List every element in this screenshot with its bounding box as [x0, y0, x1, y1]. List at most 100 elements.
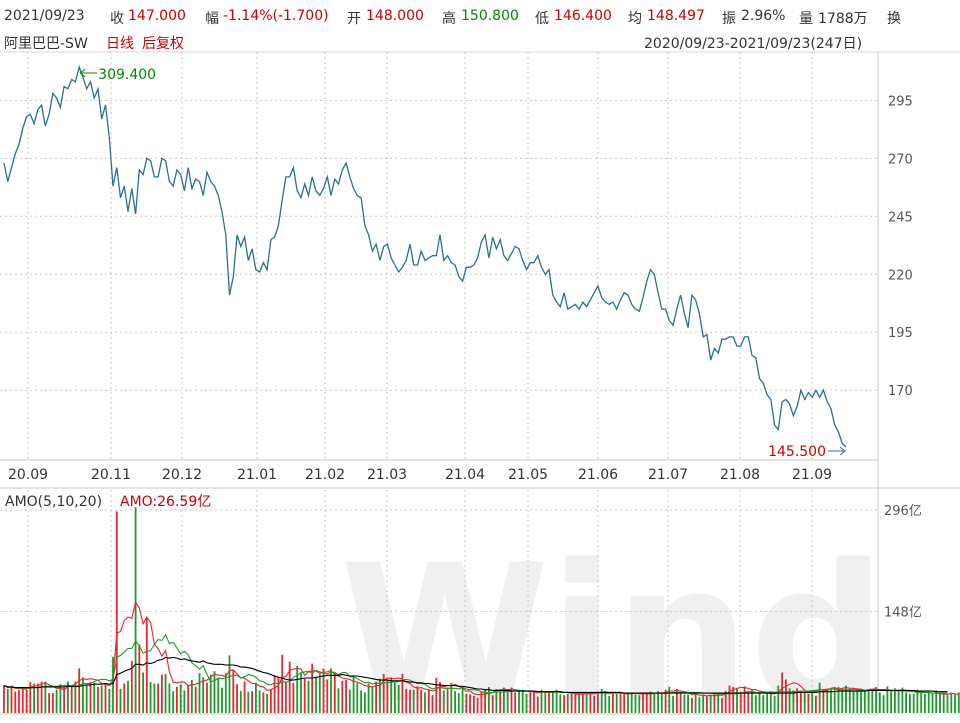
amo-bar — [709, 695, 712, 713]
amo-bar — [518, 691, 520, 713]
amo-bar — [213, 671, 216, 713]
amo-ma-line — [3, 633, 948, 695]
period-label[interactable]: 日线 — [106, 36, 134, 52]
amo-current-value: AMO:26.59亿 — [120, 494, 211, 510]
amo-bar — [837, 686, 840, 713]
high-value: 150.800 — [461, 8, 519, 24]
amo-bar — [217, 678, 220, 713]
amo-bar — [521, 691, 524, 713]
amo-bar — [826, 689, 829, 713]
amo-legend: AMO(5,10,20) AMO:26.59亿 — [5, 494, 211, 510]
amo-bar — [281, 654, 284, 713]
amp-label: 振 — [722, 11, 736, 27]
amo-bar — [792, 690, 795, 713]
amo-y-tick: 148亿 — [884, 606, 922, 621]
amo-bar — [724, 691, 727, 713]
amo-bar — [115, 511, 118, 713]
amo-bar — [664, 689, 667, 713]
amo-bar — [390, 677, 393, 713]
amo-bar — [67, 681, 69, 713]
amo-grid — [0, 490, 878, 714]
amo-bar — [894, 688, 896, 713]
vol-value: 1788万 — [818, 11, 868, 27]
adjust-label[interactable]: 后复权 — [142, 36, 184, 52]
amo-bar — [604, 691, 607, 713]
amo-bar — [450, 682, 453, 713]
close-label: 收 — [110, 11, 124, 27]
amo-bar — [886, 686, 889, 713]
amo-bar — [70, 686, 73, 713]
amo-y-tick: 296亿 — [884, 504, 922, 519]
amo-bar — [736, 689, 738, 713]
amo-bar — [206, 682, 208, 713]
avg-label: 均 — [628, 11, 642, 27]
amo-bar — [40, 681, 43, 713]
amo-bar — [807, 693, 810, 713]
amo-bar — [29, 682, 32, 713]
amo-bar — [104, 683, 107, 713]
amo-bar — [100, 685, 103, 713]
amo-bar — [751, 689, 753, 713]
amo-bar — [119, 689, 122, 713]
chart-header: 阿里巴巴-SW 日线 后复权 2020/09/23-2021/09/23(247… — [0, 30, 960, 52]
price-x-tick: 20.09 — [8, 467, 48, 483]
amo-bar — [89, 682, 92, 713]
amp-value: 2.96% — [741, 8, 786, 24]
amo-bar — [172, 691, 175, 713]
amo-bar — [833, 687, 836, 713]
amo-bar — [544, 693, 547, 713]
amo-bar — [386, 679, 389, 713]
amo-bar — [863, 690, 866, 713]
amo-ma-line — [3, 600, 959, 697]
amo-bar — [927, 692, 930, 713]
amo-bar — [713, 693, 716, 713]
amo-bar — [830, 689, 832, 713]
amo-bar — [912, 693, 915, 713]
quote-bar: 2021/09/23 收 147.000 幅 -1.14%(-1.700) 开 … — [0, 0, 960, 28]
change-value: -1.14%(-1.700) — [223, 8, 329, 24]
amo-bar — [920, 690, 923, 713]
amo-bar — [74, 681, 77, 713]
amo-bar — [860, 689, 862, 713]
change-label: 幅 — [205, 11, 219, 27]
stock-name: 阿里巴巴-SW — [4, 36, 88, 52]
amo-bar — [134, 507, 137, 713]
amo-bar — [566, 693, 569, 713]
amo-bar — [420, 689, 423, 713]
amo-bar — [123, 683, 126, 713]
amo-bar — [555, 689, 558, 713]
amo-bar — [300, 673, 302, 713]
price-grid — [0, 52, 878, 460]
price-x-tick: 21.04 — [445, 467, 485, 483]
amo-bar — [352, 675, 355, 713]
amo-bar — [330, 668, 332, 713]
amo-bar — [871, 689, 874, 713]
price-series — [3, 64, 847, 448]
amo-bar — [649, 691, 652, 713]
amo-bar — [841, 689, 844, 713]
amo-bar — [337, 688, 340, 713]
amo-bar — [303, 678, 306, 713]
amo-bar — [743, 686, 746, 713]
amo-bar — [427, 689, 430, 713]
amo-bar — [706, 696, 708, 713]
amo-bar — [578, 693, 580, 713]
amo-bar — [777, 685, 780, 713]
watermark: Wind — [340, 524, 886, 723]
amo-bar — [660, 692, 663, 713]
amo-bar — [401, 673, 404, 713]
amo-bar — [878, 692, 881, 713]
amo-bar — [138, 644, 141, 713]
amo-bar — [600, 689, 603, 713]
price-y-tick: 295 — [888, 94, 913, 109]
amo-bar — [627, 693, 629, 713]
amo-legend-label: AMO(5,10,20) — [5, 494, 102, 510]
amo-bar — [762, 695, 765, 713]
amo-bar — [446, 687, 449, 713]
amo-bar — [882, 695, 885, 713]
amo-bar — [484, 689, 486, 713]
amo-bar — [59, 684, 62, 713]
amo-bar — [848, 689, 851, 713]
amo-bar — [292, 682, 295, 713]
